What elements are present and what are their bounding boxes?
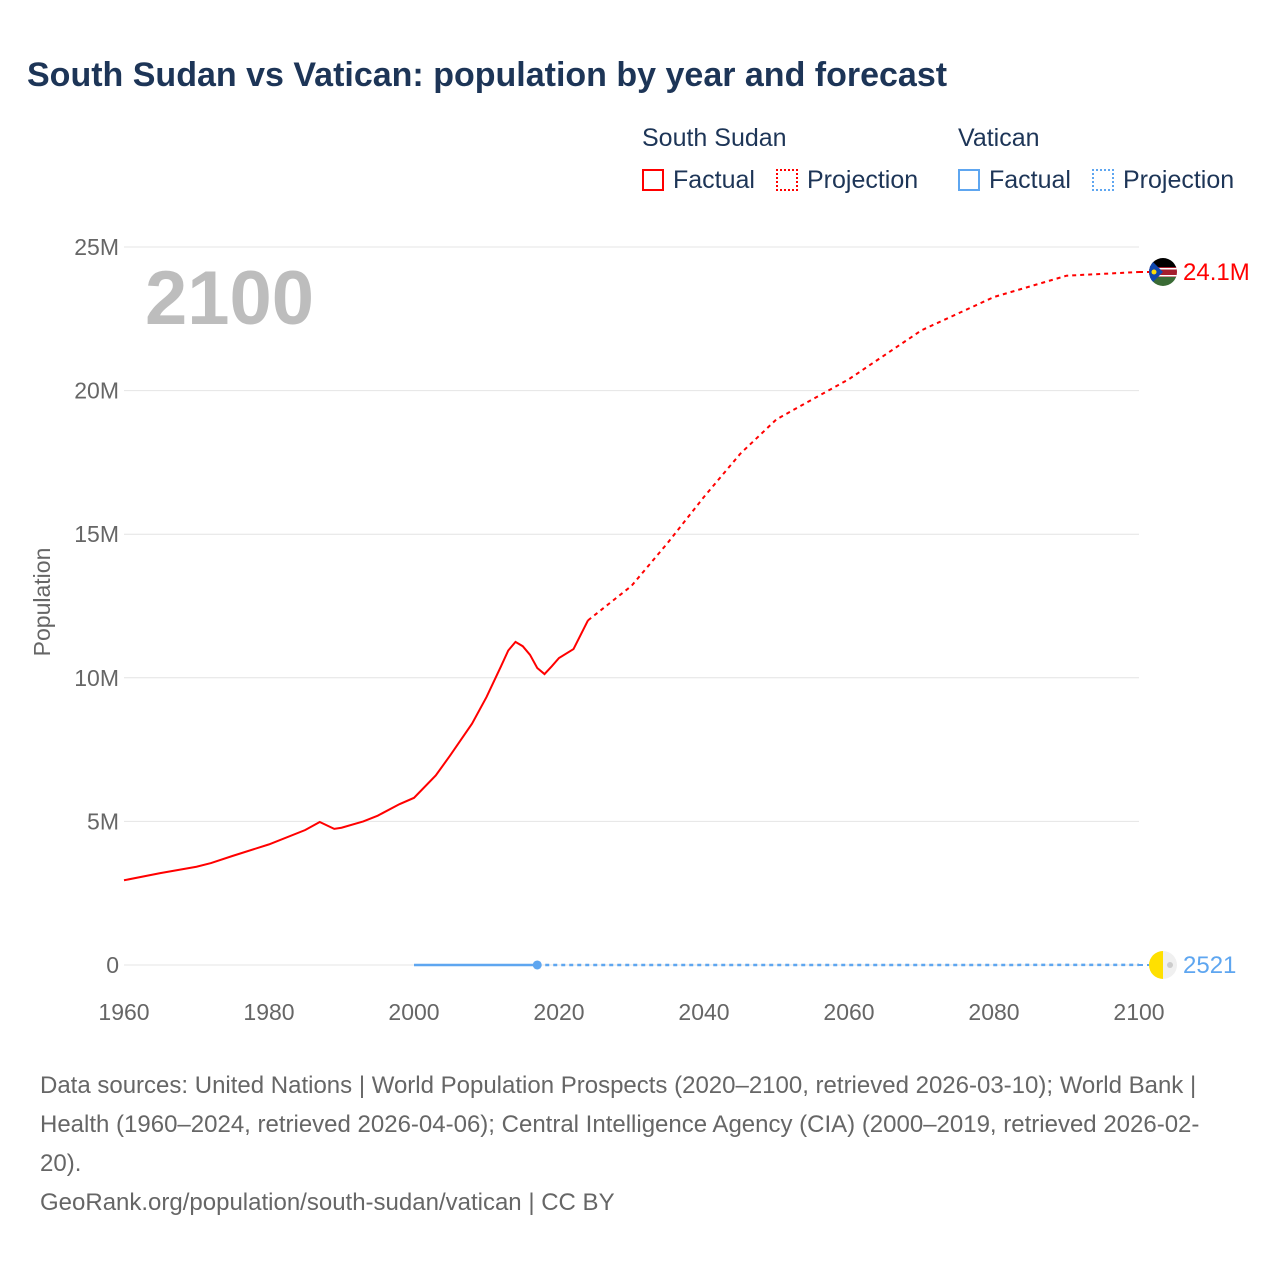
legend-swatch-vatican-factual (958, 169, 980, 191)
y-tick-label: 5M (87, 808, 119, 834)
legend-vatican-projection[interactable]: Projection (1123, 166, 1235, 194)
legend-group-south-sudan: South Sudan (642, 124, 787, 152)
x-tick-label: 1980 (243, 999, 294, 1025)
south-sudan-flag-icon (1149, 258, 1177, 286)
legend-swatch-south-sudan-factual (642, 169, 664, 191)
vatican-flag-icon (1149, 951, 1177, 979)
legend-south-sudan-factual[interactable]: Factual (673, 166, 755, 194)
south-sudan-factual-line (123, 619, 589, 882)
x-tick-label: 2060 (823, 999, 874, 1025)
footer: Data sources: United Nations | World Pop… (40, 1066, 1240, 1222)
x-tick-label: 1960 (98, 999, 149, 1025)
plot-area: 2100 Population 0 5M 10M 15M 20M 25M 1960 1980 2… (29, 234, 1250, 1025)
year-watermark: 2100 (145, 256, 314, 341)
y-axis-label: Population (29, 548, 55, 657)
legend-swatch-south-sudan-projection (776, 169, 798, 191)
end-value-label: 2521 (1183, 952, 1236, 979)
y-tick-label: 10M (74, 665, 119, 691)
credit-link[interactable]: GeoRank.org/population/south-sudan/vatic… (40, 1189, 615, 1216)
x-tick-label: 2020 (533, 999, 584, 1025)
data-sources: Data sources: United Nations | World Pop… (40, 1072, 1200, 1177)
legend-group-vatican: Vatican (958, 124, 1040, 152)
y-tick-label: 15M (74, 521, 119, 547)
x-tick-label: 2040 (678, 999, 729, 1025)
y-tick-label: 20M (74, 378, 119, 404)
y-tick-label: 0 (106, 952, 119, 978)
x-tick-label: 2100 (1113, 999, 1164, 1025)
y-tick-label: 25M (74, 234, 119, 260)
south-sudan-projection-line (587, 270, 1140, 622)
legend-swatch-vatican-projection (1092, 169, 1114, 191)
x-tick-label: 2000 (388, 999, 439, 1025)
legend-vatican-factual[interactable]: Factual (989, 166, 1071, 194)
chart-title: South Sudan vs Vatican: population by ye… (27, 56, 948, 94)
legend-south-sudan-projection[interactable]: Projection (807, 166, 919, 194)
x-tick-label: 2080 (968, 999, 1019, 1025)
end-value-label: 24.1M (1183, 259, 1250, 286)
